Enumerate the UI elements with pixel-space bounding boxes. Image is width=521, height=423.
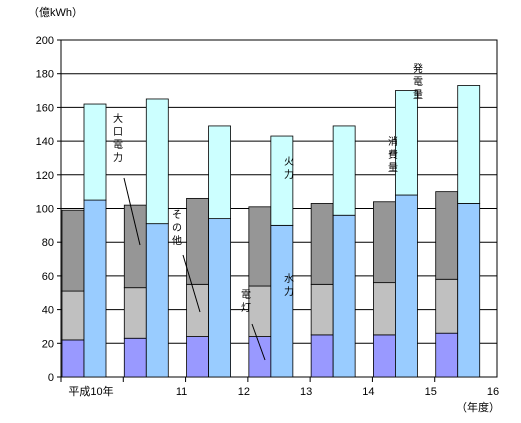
generation-bar-segment [332, 125, 356, 216]
generation-bar-segment [270, 224, 294, 378]
label-hydro: 水力 [284, 273, 294, 298]
label-lighting-char: 電 [241, 289, 251, 301]
label-lighting: 電灯 [241, 289, 251, 314]
label-thermal-char: 力 [284, 168, 294, 181]
consumption-bar-segment [61, 209, 85, 292]
consumption-bar-segment [61, 290, 85, 341]
x-tick-label: 平成10年 [68, 384, 113, 398]
label-lighting-char: 灯 [241, 302, 251, 314]
y-tick-label: 100 [36, 204, 54, 216]
x-axis: 平成10年 11 12 13 14 15 16 [60, 377, 499, 398]
label-consumption-char: 費 [388, 148, 398, 161]
label-large-power-char: 電 [113, 139, 123, 151]
x-tick-label: 15 [425, 386, 437, 398]
consumption-bar-segment [310, 283, 334, 336]
x-unit-label: （年度） [456, 400, 500, 414]
label-other: その他 [172, 209, 182, 247]
label-other-char: そ [172, 209, 182, 221]
consumption-bar-segment [435, 332, 459, 378]
label-generation-char: 電 [413, 76, 423, 88]
leader-line [182, 254, 201, 313]
label-consumption-char: 消 [388, 135, 398, 148]
bars [61, 85, 481, 378]
consumption-bar-segment [310, 334, 334, 378]
label-other-char: の [172, 223, 182, 234]
y-unit-label: （億kWh） [28, 6, 83, 19]
label-thermal: 火力 [284, 156, 294, 181]
consumption-bar-segment [373, 201, 396, 284]
consumption-bar-segment [310, 203, 334, 285]
label-large-power-char: 口 [113, 127, 123, 138]
generation-bar-segment [270, 135, 294, 226]
y-tick-label: 180 [36, 69, 54, 81]
generation-bar-segment [395, 90, 418, 196]
consumption-bar-segment [186, 283, 209, 337]
y-tick-label: 40 [42, 305, 54, 317]
x-tick-label: 12 [238, 386, 250, 398]
leader-line [123, 177, 141, 246]
y-axis: 0 20 40 60 80 100 120 140 160 180 200 [36, 35, 61, 384]
consumption-bar-segment [123, 204, 147, 289]
consumption-bar-segment [248, 206, 272, 287]
label-other-char: 他 [172, 234, 182, 247]
generation-bar-segment [208, 218, 231, 378]
generation-bar-segment [145, 223, 169, 378]
y-tick-label: 80 [42, 237, 54, 249]
y-tick-label: 120 [36, 170, 54, 182]
consumption-bar-segment [435, 278, 459, 334]
label-generation-char: 発 [413, 62, 423, 75]
x-tick-label: 13 [300, 386, 312, 398]
label-large-power-char: 力 [113, 151, 123, 164]
label-large-power-char: 大 [113, 112, 123, 125]
x-tick-label: 14 [362, 386, 374, 398]
generation-bar-segment [83, 199, 107, 378]
generation-bar-segment [208, 125, 231, 220]
generation-bar-segment [457, 85, 481, 204]
consumption-bar-segment [435, 191, 459, 280]
label-consumption: 消費量 [388, 135, 398, 174]
y-tick-label: 20 [42, 338, 54, 350]
generation-bar-segment [145, 98, 169, 225]
generation-bar-segment [395, 194, 418, 378]
consumption-bar-segment [373, 282, 396, 336]
consumption-bar-segment [248, 336, 272, 378]
consumption-bar-segment [186, 336, 209, 378]
consumption-bar-segment [248, 285, 272, 337]
label-generation: 発電量 [413, 62, 423, 101]
x-tick-label: 16 [487, 386, 499, 398]
label-hydro-char: 水 [284, 273, 294, 285]
leader-line [251, 323, 266, 361]
generation-bar-segment [332, 214, 356, 378]
consumption-bar-segment [123, 337, 147, 378]
consumption-bar-segment [123, 287, 147, 339]
y-tick-label: 60 [42, 271, 54, 283]
x-tick-label: 11 [176, 386, 187, 398]
y-tick-label: 0 [48, 372, 54, 384]
generation-bar-segment [457, 203, 481, 378]
label-consumption-char: 量 [388, 162, 398, 174]
label-hydro-char: 力 [284, 285, 294, 298]
y-tick-label: 140 [36, 136, 54, 148]
consumption-bar-segment [373, 334, 396, 378]
label-generation-char: 量 [413, 89, 423, 101]
y-tick-label: 200 [36, 35, 54, 47]
label-thermal-char: 火 [284, 156, 294, 168]
y-tick-label: 160 [36, 102, 54, 114]
consumption-bar-segment [61, 339, 85, 378]
consumption-bar-segment [186, 197, 209, 285]
generation-bar-segment [83, 103, 107, 201]
